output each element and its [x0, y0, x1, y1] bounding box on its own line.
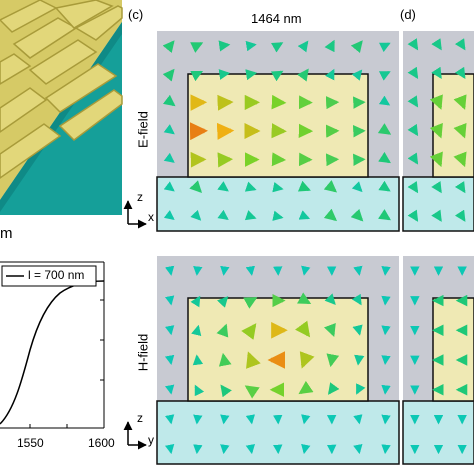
field-arrow — [224, 416, 225, 422]
hfield-label: H-field — [136, 328, 151, 378]
field-arrow — [251, 446, 252, 452]
field-arrow — [272, 102, 283, 103]
field-arrow — [385, 357, 386, 363]
hfield-panel-c — [157, 256, 399, 464]
field-arrow — [385, 268, 386, 274]
axis-y-label: y — [148, 433, 154, 447]
field-arrow — [218, 102, 230, 103]
field-arrow — [218, 131, 231, 132]
unit-fragment: m — [0, 225, 13, 242]
field-arrow — [170, 357, 171, 363]
panel-label-d: (d) — [400, 7, 416, 22]
field-arrow — [272, 131, 284, 132]
field-arrow — [251, 416, 252, 422]
field-arrow — [274, 216, 281, 217]
field-arrow — [170, 297, 171, 303]
field-arrow — [170, 446, 171, 452]
axis-triad-xz — [128, 201, 146, 224]
field-arrow — [273, 159, 284, 160]
field-arrow — [358, 356, 359, 363]
wavelength-title: 1464 nm — [251, 11, 302, 26]
axis-x-label: x — [148, 210, 154, 224]
field-arrow — [358, 268, 359, 274]
field-arrow — [218, 159, 230, 160]
field-arrow — [385, 416, 386, 422]
field-arrow — [170, 327, 171, 333]
field-arrow — [224, 446, 225, 452]
tick-1600: 1600 — [88, 436, 115, 450]
tick-1550: 1550 — [17, 436, 44, 450]
field-arrow — [358, 327, 360, 334]
field-arrow — [385, 297, 386, 303]
field-arrow — [196, 327, 198, 334]
field-arrow — [247, 73, 255, 74]
field-arrow — [197, 356, 198, 363]
field-arrow — [197, 268, 198, 274]
field-arrow — [220, 45, 228, 46]
efield-label: E-field — [136, 105, 151, 155]
efield-panel-d — [403, 31, 474, 231]
axis-z-label-1: z — [137, 190, 143, 204]
field-arrow — [224, 268, 225, 274]
field-arrow — [385, 327, 386, 333]
field-arrow — [220, 73, 228, 74]
spectrum-curve — [0, 281, 104, 424]
field-arrow — [304, 446, 305, 452]
field-arrow — [197, 416, 198, 422]
field-arrow — [223, 355, 225, 364]
field-arrow — [170, 416, 171, 422]
field-arrow — [170, 268, 171, 274]
hfield-panel-d — [403, 256, 474, 464]
field-arrow — [251, 268, 252, 274]
field-arrow — [248, 45, 255, 46]
field-arrow — [358, 416, 359, 422]
field-arrow — [304, 416, 305, 422]
spectrum-plot — [0, 262, 104, 428]
axis-z-label-2: z — [137, 411, 143, 425]
legend-label: l = 700 nm — [28, 268, 84, 282]
field-arrow — [358, 446, 359, 452]
field-arrow — [385, 446, 386, 452]
axis-triad-yz — [128, 422, 146, 445]
field-arrow — [274, 187, 281, 188]
field-arrow — [197, 446, 198, 452]
field-arrow — [385, 387, 386, 393]
panel-label-c: (c) — [128, 7, 143, 22]
field-arrow — [304, 268, 305, 274]
field-arrow — [331, 355, 333, 364]
efield-panel-c — [157, 31, 399, 231]
field-arrow — [170, 387, 171, 393]
metasurface-3d-render — [0, 0, 122, 215]
